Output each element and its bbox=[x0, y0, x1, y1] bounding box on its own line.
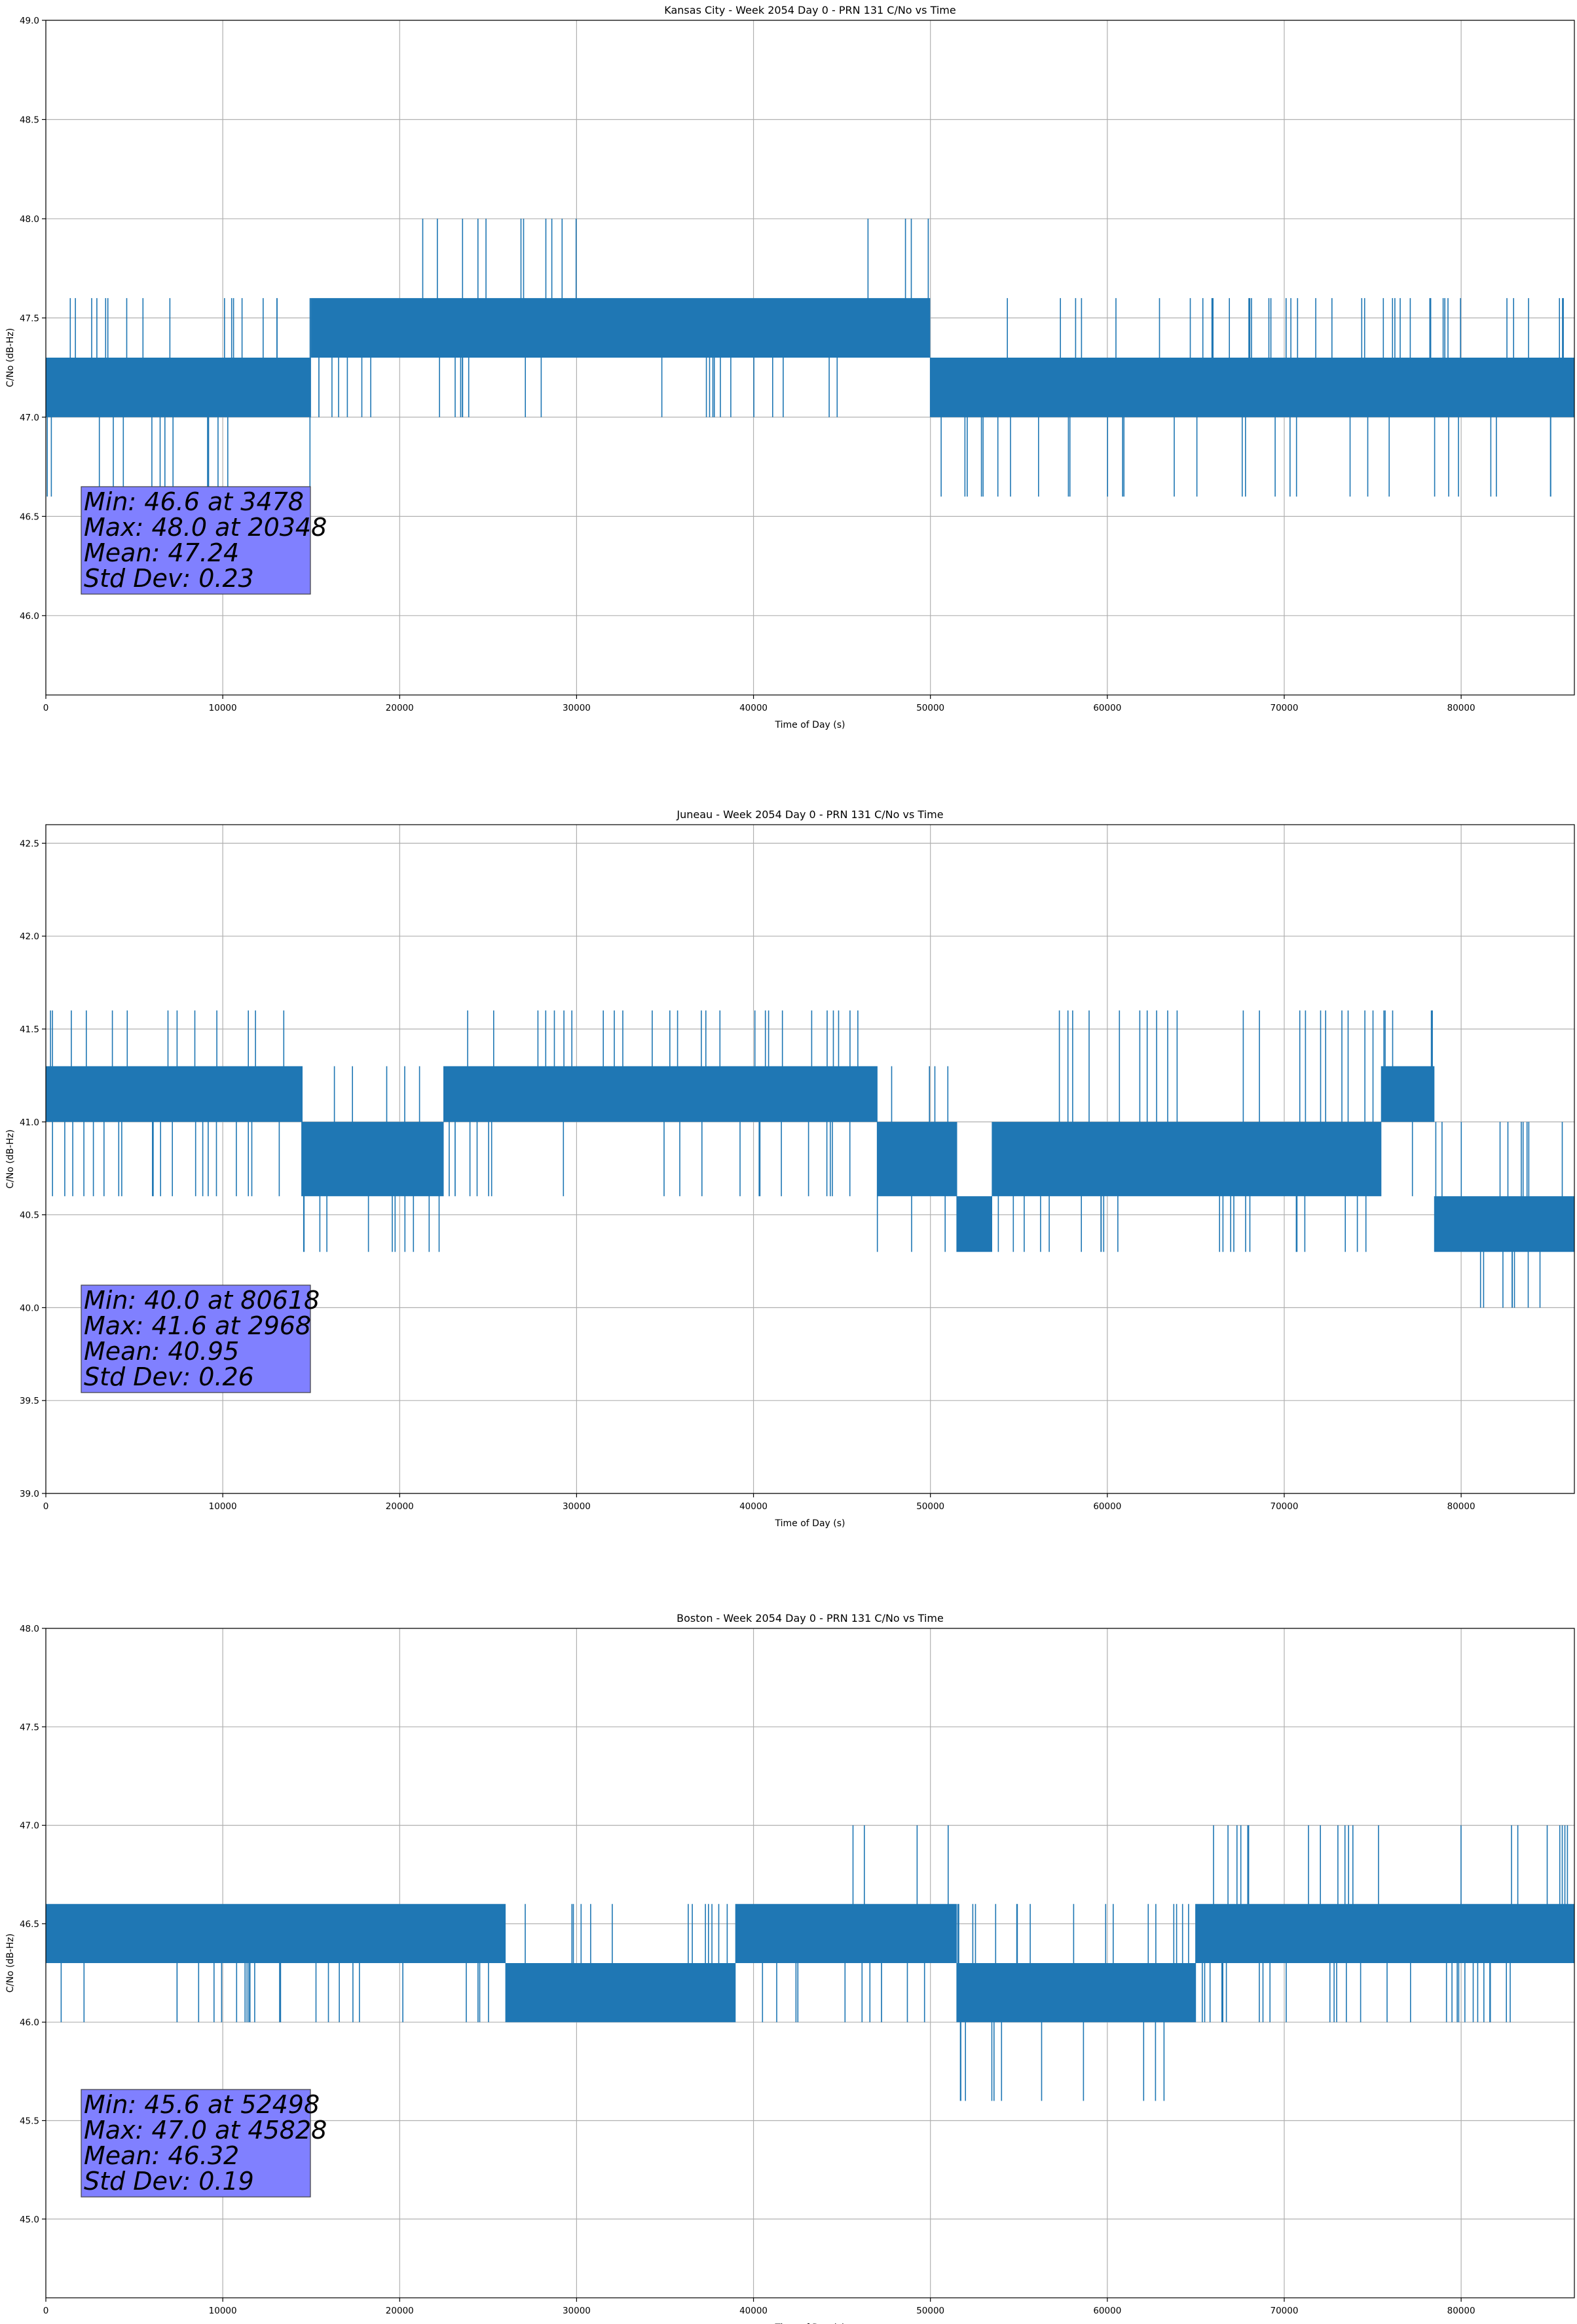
cno-trace bbox=[46, 1825, 1574, 2101]
stats-line: Mean: 46.32 bbox=[84, 2141, 239, 2170]
stats-line: Std Dev: 0.23 bbox=[84, 564, 254, 593]
x-tick-label: 20000 bbox=[386, 2306, 414, 2316]
x-tick-label: 60000 bbox=[1093, 703, 1121, 713]
y-tick-label: 39.5 bbox=[20, 1396, 39, 1406]
y-axis-label: C/No (dB-Hz) bbox=[5, 328, 16, 387]
x-tick-label: 40000 bbox=[739, 703, 768, 713]
x-tick-label: 10000 bbox=[209, 703, 237, 713]
x-tick-label: 10000 bbox=[209, 2306, 237, 2316]
x-tick-label: 50000 bbox=[916, 2306, 944, 2316]
x-tick-label: 80000 bbox=[1447, 2306, 1475, 2316]
chart-2: 0 10000 20000 30000 40000 50000 60000 70000 8000… bbox=[5, 808, 1575, 1529]
y-tick-label: 48.0 bbox=[20, 214, 39, 225]
stats-line: Min: 46.6 at 3478 bbox=[84, 487, 304, 516]
x-tick-label: 80000 bbox=[1447, 703, 1475, 713]
x-tick-label: 0 bbox=[43, 2306, 49, 2316]
x-axis-label: Time of Day (s) bbox=[775, 2323, 845, 2324]
x-tick-label: 60000 bbox=[1093, 2306, 1121, 2316]
cno-trace bbox=[46, 1010, 1574, 1308]
y-axis-label: C/No (dB-Hz) bbox=[5, 1129, 16, 1188]
axes-frame bbox=[45, 20, 1575, 696]
y-tick-label: 47.0 bbox=[20, 1821, 39, 1831]
stats-box-background bbox=[81, 1284, 311, 1393]
cno-trace bbox=[46, 218, 1574, 497]
x-tick-label: 70000 bbox=[1270, 1501, 1298, 1512]
x-tick-label: 20000 bbox=[386, 703, 414, 713]
chart-title: Boston - Week 2054 Day 0 - PRN 131 C/No … bbox=[677, 1612, 944, 1624]
x-tick-label: 30000 bbox=[563, 703, 591, 713]
x-tick-label: 0 bbox=[43, 1501, 49, 1512]
data-series bbox=[46, 218, 1574, 497]
y-tick-label: 48.5 bbox=[20, 115, 39, 125]
x-axis: 0 10000 20000 30000 40000 50000 60000 70000 8000… bbox=[43, 695, 1475, 713]
y-tick-label: 39.0 bbox=[20, 1489, 39, 1499]
y-tick-label: 40.5 bbox=[20, 1210, 39, 1221]
y-tick-label: 42.5 bbox=[20, 838, 39, 849]
chart-title: Juneau - Week 2054 Day 0 - PRN 131 C/No … bbox=[676, 808, 943, 821]
x-tick-label: 80000 bbox=[1447, 1501, 1475, 1512]
x-tick-label: 50000 bbox=[916, 1501, 944, 1512]
stats-line: Min: 40.0 at 80618 bbox=[84, 1286, 320, 1315]
y-axis: 45.0 45.5 46.0 46.5 47.0 47.5 48.0 bbox=[20, 1624, 46, 2225]
stats-line: Std Dev: 0.26 bbox=[84, 1362, 254, 1391]
x-tick-label: 70000 bbox=[1270, 703, 1298, 713]
stats-line: Mean: 40.95 bbox=[84, 1337, 239, 1366]
axes-frame bbox=[45, 1628, 1575, 2298]
data-series bbox=[46, 1010, 1574, 1308]
x-tick-label: 20000 bbox=[386, 1501, 414, 1512]
x-tick-label: 40000 bbox=[739, 2306, 768, 2316]
y-tick-label: 46.5 bbox=[20, 512, 39, 522]
y-axis: 46.0 46.5 47.0 47.5 48.0 48.5 49.0 bbox=[20, 16, 46, 622]
axes-frame bbox=[45, 824, 1575, 1494]
y-tick-label: 46.0 bbox=[20, 611, 39, 622]
data-series bbox=[46, 1825, 1574, 2101]
y-tick-label: 41.0 bbox=[20, 1117, 39, 1128]
x-tick-label: 10000 bbox=[209, 1501, 237, 1512]
chart-3: 0 10000 20000 30000 40000 50000 60000 70000 8000… bbox=[5, 1612, 1575, 2324]
chart-1: 0 10000 20000 30000 40000 50000 60000 70000 8000… bbox=[5, 4, 1575, 730]
stats-line: Max: 47.0 at 45828 bbox=[84, 2116, 327, 2145]
y-tick-label: 45.5 bbox=[20, 2116, 39, 2126]
y-tick-label: 47.0 bbox=[20, 413, 39, 423]
stats-line: Min: 45.6 at 52498 bbox=[84, 2090, 320, 2119]
y-tick-label: 46.0 bbox=[20, 2017, 39, 2028]
x-axis-label: Time of Day (s) bbox=[775, 1518, 845, 1529]
chart-title: Kansas City - Week 2054 Day 0 - PRN 131 … bbox=[664, 4, 955, 16]
x-tick-label: 50000 bbox=[916, 703, 944, 713]
y-axis: 39.0 39.5 40.0 40.5 41.0 41.5 42.0 42.5 bbox=[20, 838, 46, 1499]
x-tick-label: 30000 bbox=[563, 2306, 591, 2316]
stats-box-background bbox=[81, 486, 311, 595]
x-tick-label: 40000 bbox=[739, 1501, 768, 1512]
y-tick-label: 47.5 bbox=[20, 1722, 39, 1733]
y-tick-label: 48.0 bbox=[20, 1624, 39, 1634]
y-axis-label: C/No (dB-Hz) bbox=[5, 1934, 16, 1993]
x-axis: 0 10000 20000 30000 40000 50000 60000 70000 8000… bbox=[43, 2298, 1475, 2316]
y-tick-label: 40.0 bbox=[20, 1303, 39, 1313]
y-tick-label: 49.0 bbox=[20, 16, 39, 26]
stats-line: Mean: 47.24 bbox=[84, 538, 239, 567]
stats-box-background bbox=[81, 2089, 311, 2198]
stats-line: Max: 41.6 at 2968 bbox=[84, 1311, 311, 1340]
x-tick-label: 0 bbox=[43, 703, 49, 713]
y-tick-label: 46.5 bbox=[20, 1919, 39, 1930]
stats-line: Max: 48.0 at 20348 bbox=[84, 513, 327, 542]
y-tick-label: 45.0 bbox=[20, 2215, 39, 2225]
x-tick-label: 60000 bbox=[1093, 1501, 1121, 1512]
x-axis: 0 10000 20000 30000 40000 50000 60000 70000 8000… bbox=[43, 1493, 1475, 1512]
x-tick-label: 30000 bbox=[563, 1501, 591, 1512]
y-tick-label: 42.0 bbox=[20, 931, 39, 942]
stats-line: Std Dev: 0.19 bbox=[84, 2167, 254, 2196]
y-tick-label: 41.5 bbox=[20, 1024, 39, 1035]
x-axis-label: Time of Day (s) bbox=[775, 720, 845, 730]
y-tick-label: 47.5 bbox=[20, 313, 39, 324]
x-tick-label: 70000 bbox=[1270, 2306, 1298, 2316]
